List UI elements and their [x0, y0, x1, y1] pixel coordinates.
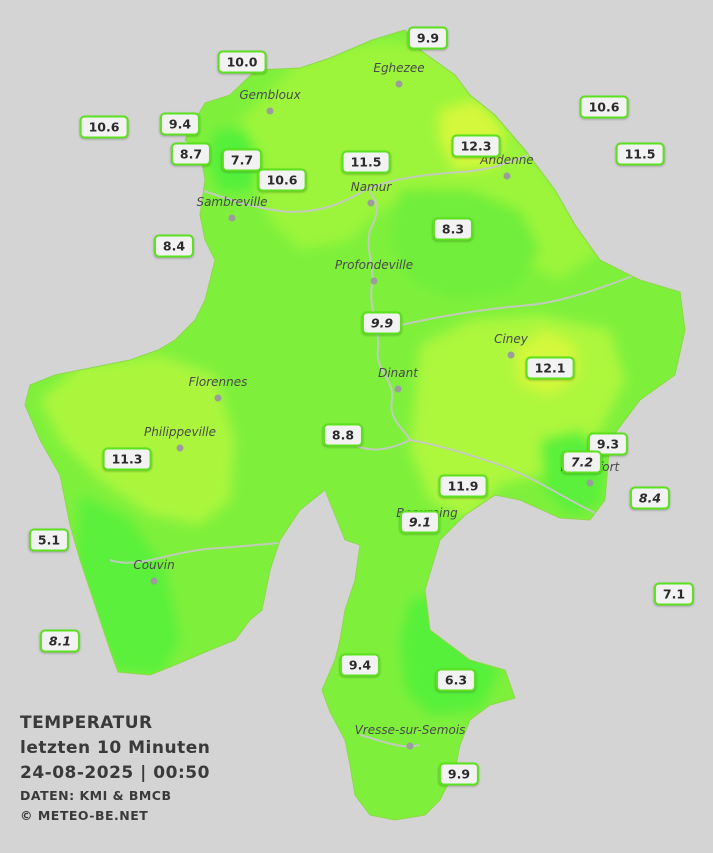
city-dot	[370, 277, 378, 285]
city-namur: Namur	[351, 180, 393, 207]
station-temperature-badge: 8.7	[170, 142, 212, 166]
city-gembloux: Gembloux	[239, 88, 302, 115]
city-label: Couvin	[133, 558, 174, 572]
station-temperature-badge: 11.3	[102, 447, 152, 471]
city-couvin: Couvin	[133, 558, 175, 585]
station-temperature-badge: 9.9	[438, 762, 480, 786]
legend-source: DATEN: KMI & BMCB	[20, 788, 172, 803]
legend-title: TEMPERATUR	[20, 713, 153, 733]
city-eghezee: Eghezee	[373, 61, 425, 88]
station-temperature-badge: 8.4	[153, 234, 195, 258]
legend-datetime: 24-08-2025 | 00:50	[20, 763, 210, 783]
legend-subtitle: letzten 10 Minuten	[20, 738, 211, 758]
city-dot	[503, 172, 511, 180]
city-label: Dinant	[378, 366, 419, 380]
city-profondeville: Profondeville	[335, 258, 413, 285]
city-label: Ciney	[494, 332, 529, 346]
city-label: Profondeville	[335, 258, 413, 272]
city-label: Sambreville	[196, 195, 267, 209]
city-dot	[150, 577, 158, 585]
city-dinant: Dinant	[378, 366, 419, 393]
station-temperature-badge: 10.6	[79, 115, 129, 139]
city-vresse-sur-semois: Vresse-sur-Semois	[355, 723, 466, 750]
city-florennes: Florennes	[189, 375, 248, 402]
station-temperature-badge: 7.1	[653, 582, 695, 606]
city-label: Philippeville	[144, 425, 216, 439]
city-dot	[228, 214, 236, 222]
station-temperature-badge: 7.7	[221, 148, 263, 172]
station-temperature-badge: 8.3	[432, 217, 474, 241]
city-dot	[266, 107, 274, 115]
station-temperature-badge: 9.3	[587, 432, 629, 456]
map-legend: TEMPERATUR letzten 10 Minuten 24-08-2025…	[20, 711, 210, 826]
station-temperature-badge: 11.5	[615, 142, 665, 166]
city-label: Eghezee	[373, 61, 424, 75]
station-temperature-badge: 11.5	[341, 150, 391, 174]
station-temperature-badge: 12.1	[525, 356, 575, 380]
city-dot	[507, 351, 515, 359]
city-dot	[214, 394, 222, 402]
station-temperature-badge: 8.4	[629, 486, 671, 510]
city-label: Vresse-sur-Semois	[355, 723, 466, 737]
station-temperature-badge: 10.6	[579, 95, 629, 119]
station-temperature-badge: 9.9	[407, 26, 449, 50]
station-temperature-badge: 8.8	[322, 423, 364, 447]
station-temperature-badge: 6.3	[435, 668, 477, 692]
station-temperature-badge: 12.3	[451, 134, 501, 158]
station-temperature-badge: 9.9	[361, 311, 403, 335]
station-temperature-badge: 10.6	[257, 168, 307, 192]
city-sambreville: Sambreville	[196, 195, 268, 222]
city-markers: EghezeeGemblouxSambrevilleNamurAndennePr…	[133, 61, 621, 750]
city-label: Florennes	[189, 375, 248, 389]
station-temperature-badge: 9.1	[399, 510, 441, 534]
city-philippeville: Philippeville	[144, 425, 216, 452]
station-temperature-badge: 9.4	[339, 653, 381, 677]
city-dot	[395, 80, 403, 88]
station-temperature-badge: 5.1	[28, 528, 70, 552]
city-label: Namur	[351, 180, 393, 194]
city-dot	[367, 199, 375, 207]
city-dot	[176, 444, 184, 452]
station-temperature-badge: 9.4	[159, 112, 201, 136]
city-label: Gembloux	[239, 88, 301, 102]
city-dot	[406, 742, 414, 750]
station-temperature-badge: 7.2	[561, 450, 603, 474]
city-dot	[586, 479, 594, 487]
city-dot	[394, 385, 402, 393]
station-temperature-badge: 10.0	[217, 50, 267, 74]
station-temperature-badge: 11.9	[438, 474, 488, 498]
city-ciney: Ciney	[494, 332, 529, 359]
station-temperature-badge: 8.1	[39, 629, 81, 653]
legend-copyright: © METEO-BE.NET	[20, 808, 149, 823]
